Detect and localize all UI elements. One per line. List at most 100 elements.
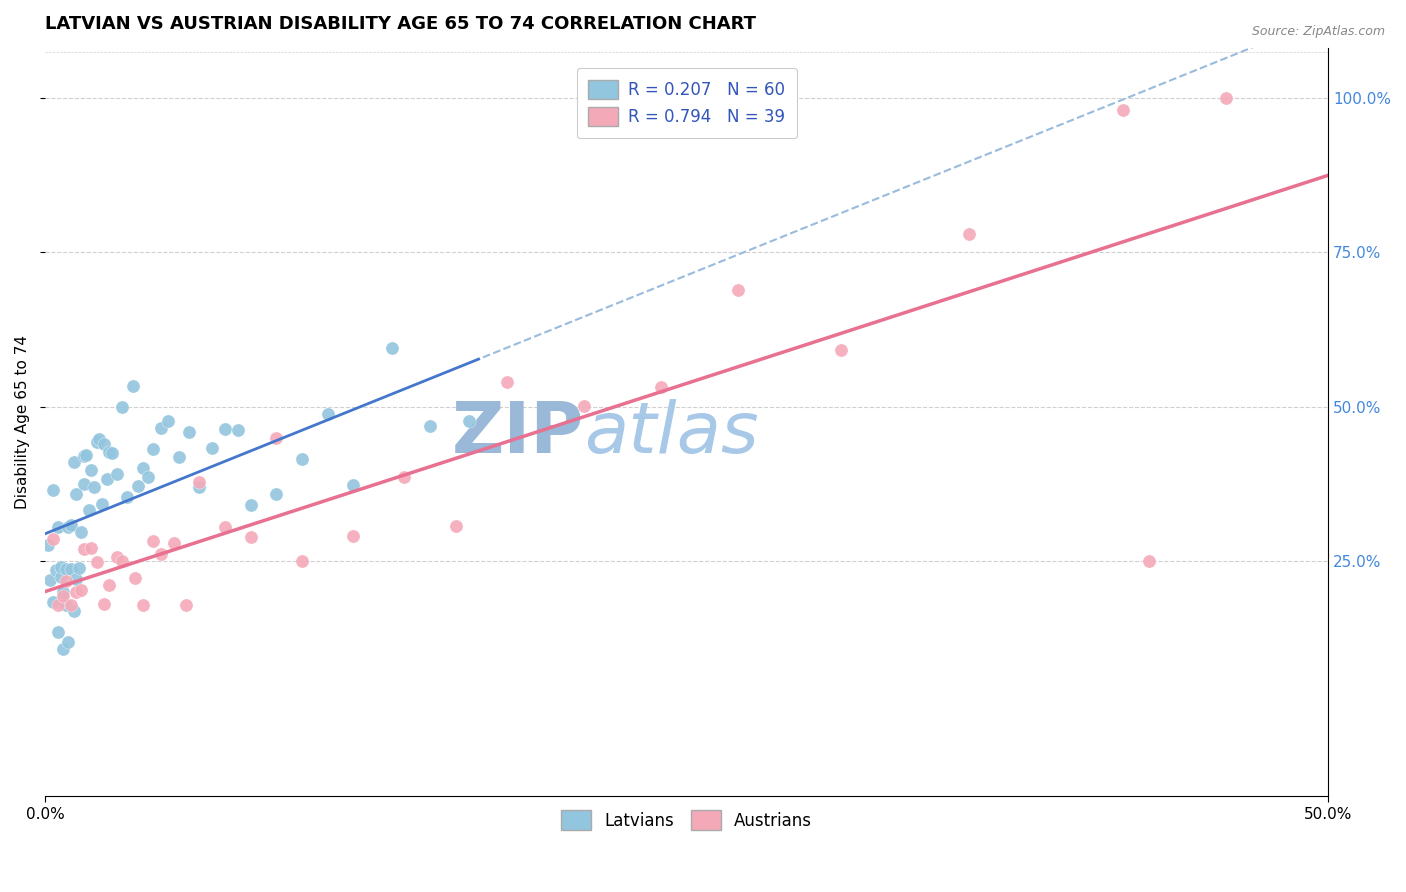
Point [136,470,159,484]
Point [93,597,115,611]
Point [73,541,96,556]
Point [162,536,184,550]
Point [59,598,82,612]
Point [37,538,59,552]
Point [52,641,75,656]
Point [149,547,172,561]
Point [67,561,90,575]
Point [188,475,211,490]
Point [46,520,69,534]
Point [291,554,314,568]
Point [132,598,155,612]
Point [49,570,72,584]
Point [58,634,80,648]
Point [46,598,69,612]
Point [65,487,87,501]
Point [65,572,87,586]
Point [55,574,77,589]
Point [58,519,80,533]
Point [316,407,339,421]
Point [1112,103,1135,118]
Point [111,554,134,568]
Point [457,414,479,428]
Text: ZIP: ZIP [451,399,583,468]
Point [142,534,165,549]
Point [830,343,852,357]
Text: Source: ZipAtlas.com: Source: ZipAtlas.com [1251,25,1385,38]
Point [226,423,249,437]
Point [176,598,198,612]
Point [86,434,108,449]
Point [55,562,77,576]
Point [264,487,287,501]
Point [42,594,65,608]
Point [177,425,200,439]
Point [73,477,96,491]
Point [45,563,67,577]
Point [96,471,118,485]
Point [496,375,519,389]
Point [1137,554,1160,568]
Point [42,483,65,497]
Point [124,571,146,585]
Point [90,497,112,511]
Point [121,379,143,393]
Point [111,400,134,414]
Point [59,517,82,532]
Point [157,414,180,428]
Point [83,480,105,494]
Point [214,421,236,435]
Point [444,519,467,533]
Point [39,573,62,587]
Point [89,432,111,446]
Point [52,585,75,599]
Point [239,498,262,512]
Point [55,599,77,613]
Point [59,562,82,576]
Point [201,441,224,455]
Point [42,532,65,546]
Point [62,604,84,618]
Point [49,559,72,574]
Point [394,470,416,484]
Point [572,399,595,413]
Point [117,490,139,504]
Point [214,520,236,534]
Point [127,479,149,493]
Text: LATVIAN VS AUSTRIAN DISABILITY AGE 65 TO 74 CORRELATION CHART: LATVIAN VS AUSTRIAN DISABILITY AGE 65 TO… [45,15,756,33]
Point [132,460,155,475]
Point [105,550,128,565]
Point [188,480,211,494]
Point [419,418,441,433]
Point [98,578,121,592]
Point [52,589,75,603]
Legend: Latvians, Austrians: Latvians, Austrians [554,804,818,837]
Point [62,454,84,468]
Point [46,625,69,640]
Y-axis label: Disability Age 65 to 74: Disability Age 65 to 74 [15,335,30,509]
Point [650,380,672,394]
Point [80,463,103,477]
Point [98,445,121,459]
Point [342,529,364,543]
Point [105,467,128,481]
Point [101,446,124,460]
Point [381,341,404,355]
Point [727,283,749,297]
Point [149,421,172,435]
Point [65,585,87,599]
Point [239,530,262,544]
Point [957,227,980,241]
Point [1215,91,1237,105]
Point [342,478,364,492]
Point [73,450,96,464]
Point [80,541,103,556]
Point [93,437,115,451]
Point [70,583,93,598]
Point [142,442,165,457]
Text: atlas: atlas [583,399,759,468]
Point [77,502,100,516]
Point [75,448,97,462]
Point [70,524,93,539]
Point [86,555,108,569]
